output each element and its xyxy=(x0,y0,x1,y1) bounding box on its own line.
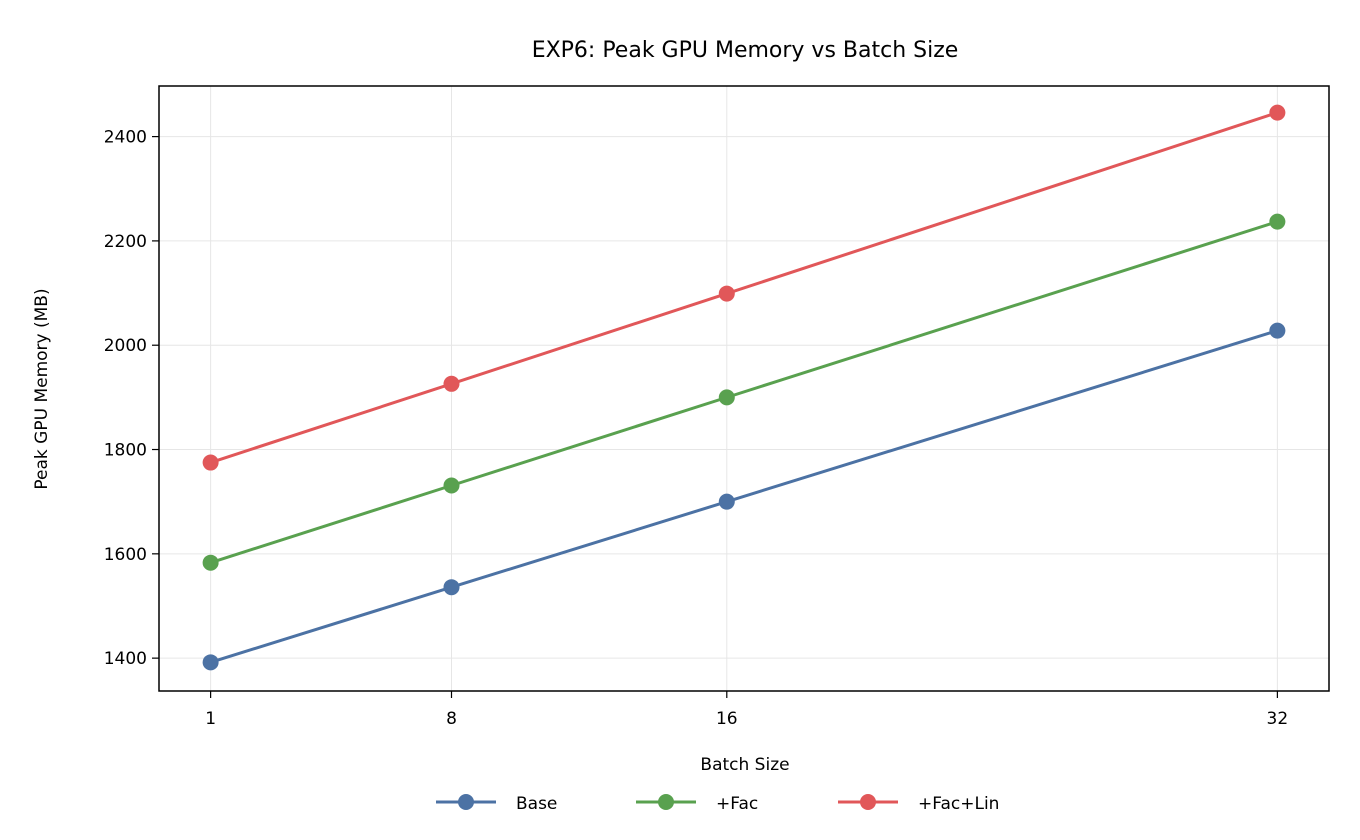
y-tick-label: 1400 xyxy=(104,649,147,669)
data-point xyxy=(718,389,735,406)
data-point xyxy=(1269,104,1286,121)
x-axis: 1 8 16 32 xyxy=(205,691,1288,729)
grid-layer xyxy=(159,86,1329,691)
series-line-2 xyxy=(210,111,1278,464)
legend: Base +Fac +Fac+Lin xyxy=(436,794,999,814)
data-point xyxy=(202,454,219,471)
data-point xyxy=(1269,322,1286,339)
data-point xyxy=(443,579,460,596)
data-point xyxy=(718,285,735,302)
legend-marker xyxy=(458,794,474,810)
legend-label: +Fac xyxy=(716,794,758,814)
data-point xyxy=(1269,213,1286,230)
series-line-0 xyxy=(210,329,1278,664)
legend-marker xyxy=(658,794,674,810)
x-tick-label: 16 xyxy=(716,709,738,729)
chart-title: EXP6: Peak GPU Memory vs Batch Size xyxy=(532,38,959,63)
data-point xyxy=(443,375,460,392)
x-tick-label: 1 xyxy=(205,709,216,729)
y-tick-label: 1600 xyxy=(104,545,147,565)
x-tick-label: 32 xyxy=(1267,709,1289,729)
legend-label: Base xyxy=(516,794,557,814)
data-point xyxy=(202,654,219,671)
y-tick-label: 1800 xyxy=(104,441,147,461)
legend-marker xyxy=(860,794,876,810)
data-point xyxy=(718,493,735,510)
series-layer xyxy=(202,104,1286,671)
series-line-1 xyxy=(210,220,1278,565)
y-axis-label: Peak GPU Memory (MB) xyxy=(32,288,52,489)
data-point xyxy=(443,477,460,494)
y-tick-label: 2400 xyxy=(104,128,147,148)
legend-label: +Fac+Lin xyxy=(918,794,999,814)
x-axis-label: Batch Size xyxy=(700,755,789,775)
data-point xyxy=(202,554,219,571)
y-tick-label: 2000 xyxy=(104,336,147,356)
x-tick-label: 8 xyxy=(446,709,457,729)
plot-frame xyxy=(158,85,1330,692)
y-tick-label: 2200 xyxy=(104,232,147,252)
y-axis: 1400 1600 1800 2000 2200 2400 xyxy=(104,128,159,669)
